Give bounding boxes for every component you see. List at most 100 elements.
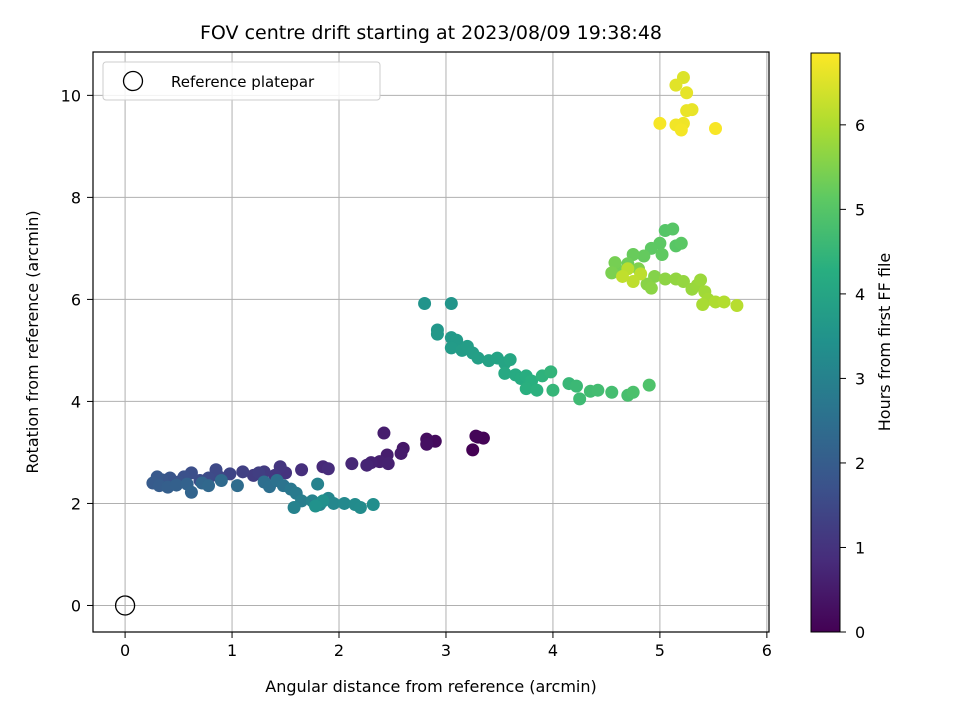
data-point: [694, 273, 708, 287]
x-tick-label: 6: [762, 641, 772, 660]
data-point: [471, 351, 485, 365]
y-axis-label: Rotation from reference (arcmin): [23, 210, 42, 473]
colorbar: 0 1 2 3 4 5 6 Hours from first FF file: [810, 52, 894, 642]
data-point: [680, 86, 694, 100]
colorbar-tick-label: 3: [855, 369, 865, 388]
data-point: [444, 296, 458, 310]
x-tick-label: 3: [441, 641, 451, 660]
data-point: [295, 463, 309, 477]
x-tick-label: 1: [227, 641, 237, 660]
data-point: [730, 299, 744, 313]
x-axis-ticks: 0 1 2 3 4 5 6: [120, 632, 772, 660]
reference-point: [114, 595, 136, 616]
y-tick-label: 0: [71, 596, 81, 615]
y-tick-label: 8: [71, 188, 81, 207]
y-tick-label: 2: [71, 494, 81, 513]
x-tick-label: 5: [655, 641, 665, 660]
data-point: [653, 116, 667, 130]
x-tick-label: 4: [548, 641, 558, 660]
data-point: [573, 392, 587, 406]
colorbar-label: Hours from first FF file: [875, 253, 894, 432]
data-point: [666, 222, 680, 236]
data-point: [366, 497, 380, 511]
data-point: [519, 382, 533, 396]
data-point: [236, 465, 250, 479]
y-tick-label: 4: [71, 392, 81, 411]
data-point: [337, 496, 351, 510]
y-tick-label: 6: [71, 290, 81, 309]
data-point: [544, 365, 558, 379]
data-point: [430, 327, 444, 341]
data-point: [530, 383, 544, 397]
data-point: [696, 298, 710, 312]
data-point: [214, 473, 228, 487]
colorbar-tick-label: 0: [855, 623, 865, 642]
data-point: [321, 462, 335, 476]
data-point: [394, 446, 408, 460]
data-point: [202, 479, 216, 493]
plot-frame: [92, 51, 770, 633]
data-point: [169, 478, 183, 492]
data-point: [327, 496, 341, 510]
x-tick-label: 2: [334, 641, 344, 660]
data-point: [569, 379, 583, 393]
data-point: [503, 353, 517, 367]
data-point: [674, 236, 688, 250]
data-point: [674, 123, 688, 137]
data-point: [642, 378, 656, 392]
colorbar-gradient: [810, 52, 841, 633]
data-point: [546, 383, 560, 397]
y-tick-label: 10: [61, 86, 81, 105]
data-point: [658, 272, 672, 286]
data-point: [608, 256, 622, 270]
data-point: [626, 275, 640, 289]
data-point: [680, 104, 694, 118]
data-point: [345, 457, 359, 471]
colorbar-ticks: 0 1 2 3 4 5 6: [840, 116, 865, 642]
colorbar-tick-label: 1: [855, 538, 865, 557]
data-point: [644, 281, 658, 295]
grid: [93, 52, 769, 632]
data-point: [381, 457, 395, 471]
data-point: [311, 477, 325, 491]
y-axis-ticks: 0 2 4 6 8 10: [61, 86, 93, 615]
legend: Reference platepar: [102, 61, 381, 101]
data-point: [615, 269, 629, 283]
colorbar-tick-label: 2: [855, 454, 865, 473]
data-point: [655, 248, 669, 262]
data-point: [605, 385, 619, 399]
legend-entry: Reference platepar: [171, 73, 315, 91]
chart-title: FOV centre drift starting at 2023/08/09 …: [200, 22, 662, 44]
data-point: [353, 501, 367, 515]
data-point: [591, 383, 605, 397]
data-point: [230, 479, 244, 493]
data-point: [605, 266, 619, 280]
data-point: [466, 443, 480, 457]
legend-box: [102, 61, 381, 101]
data-point: [418, 296, 432, 310]
data-point: [308, 499, 322, 513]
colorbar-tick-label: 6: [855, 116, 865, 135]
scatter-points: [146, 71, 744, 515]
colorbar-tick-label: 5: [855, 200, 865, 219]
data-point: [469, 429, 483, 443]
x-axis-label: Angular distance from reference (arcmin): [265, 677, 596, 696]
colorbar-tick-label: 4: [855, 285, 865, 304]
data-point: [360, 458, 374, 472]
data-point: [626, 385, 640, 399]
data-point: [184, 485, 198, 499]
data-point: [669, 78, 683, 92]
data-point: [637, 249, 651, 263]
data-point: [676, 275, 690, 289]
legend-marker: [122, 70, 144, 92]
data-point: [420, 437, 434, 451]
data-point: [498, 366, 512, 380]
data-point: [287, 501, 301, 515]
data-point: [444, 341, 458, 355]
reference-marker: [114, 595, 136, 616]
x-tick-label: 0: [120, 641, 130, 660]
data-point: [717, 295, 731, 309]
data-point: [377, 426, 391, 440]
data-point: [709, 122, 723, 136]
